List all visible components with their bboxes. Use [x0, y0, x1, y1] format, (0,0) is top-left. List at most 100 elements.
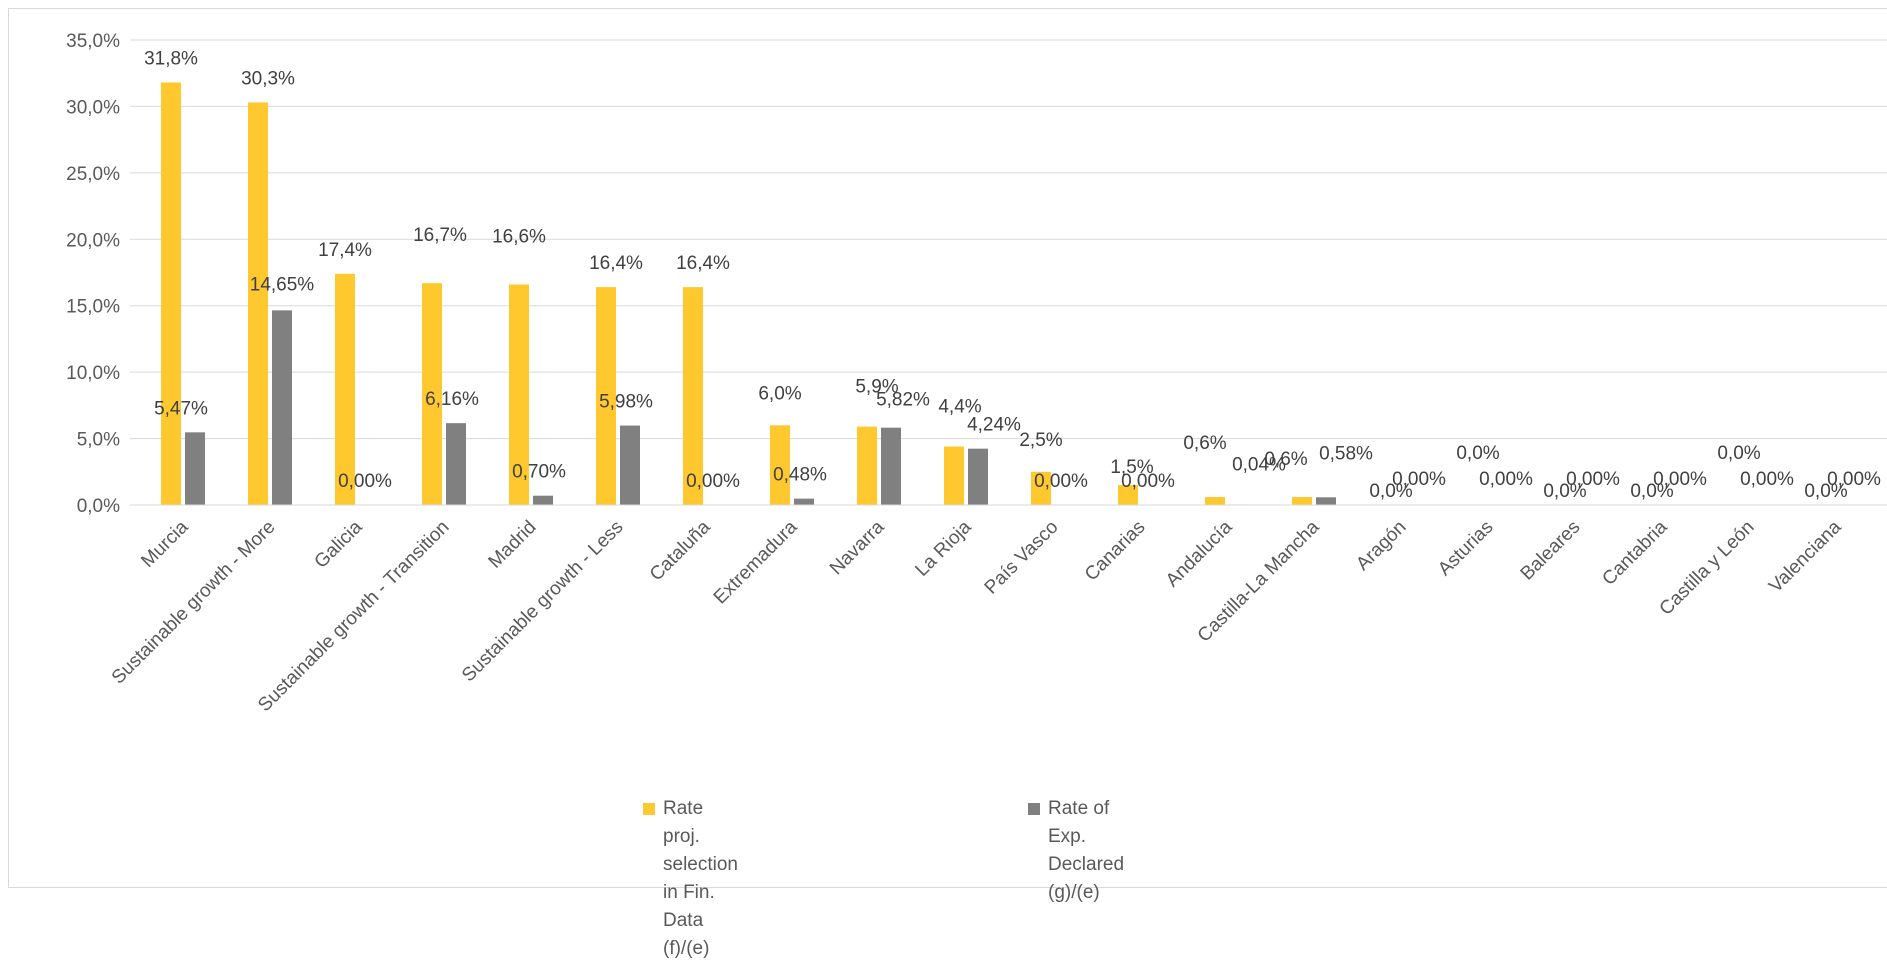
data-label-declared: 0,58% [1319, 443, 1373, 464]
data-label-declared: 4,24% [967, 415, 1021, 436]
y-tick-label: 35,0% [66, 31, 120, 52]
bar-rate-selection [335, 273, 355, 505]
chart-svg: 0,0% 5,0% 10,0% 15,0% 20,0% 25,0% 30,0% 35,0% 31… [66, 31, 1887, 716]
category-label: Extremadura [710, 516, 802, 608]
category-label: Madrid [485, 517, 541, 573]
bar-rate-declared [446, 423, 466, 505]
legend-label-selection-line2: (f)/(e) [663, 938, 710, 959]
data-label-selection: 0,0% [1804, 481, 1847, 502]
data-label-declared: 14,65% [250, 274, 315, 295]
category-label: Galicia [311, 516, 367, 572]
y-tick-label: 20,0% [66, 230, 120, 251]
category-label: Sustainable growth - Less [458, 517, 627, 686]
data-label-declared: 0,00% [686, 471, 740, 492]
bar-rate-selection [596, 287, 616, 505]
category-label: Sustainable growth - Transition [254, 517, 453, 716]
data-label-declared: 0,00% [1566, 469, 1620, 490]
bar-rate-selection [683, 287, 703, 505]
legend-item-selection: Rate proj. selection in Fin. Data (f)/(e… [643, 795, 738, 963]
data-label-declared: 5,82% [876, 390, 930, 411]
category-label: Aragón [1352, 517, 1410, 575]
data-label-selection: 5,9% [855, 377, 898, 398]
data-label-selection: 0,0% [1630, 481, 1673, 502]
data-label-selection: 0,0% [1456, 443, 1499, 464]
data-label-declared: 0,00% [1034, 471, 1088, 492]
data-label-declared: 6,16% [425, 389, 479, 410]
y-tick-label: 25,0% [66, 164, 120, 185]
bar-rate-selection [770, 425, 790, 505]
category-label: Sustainable growth - More [108, 517, 280, 689]
data-label-selection: 30,3% [241, 68, 295, 89]
legend-swatch-declared [1028, 803, 1040, 815]
category-label: Navarra [826, 516, 889, 579]
data-label-selection: 4,4% [938, 397, 981, 418]
data-label-selection: 6,0% [758, 383, 801, 404]
category-label: Andalucía [1162, 516, 1237, 591]
category-label: Baleares [1517, 517, 1585, 585]
legend-label-declared-line1: Rate of Exp. Declared [1048, 798, 1125, 875]
bar-rate-selection [248, 102, 268, 505]
bar-rate-selection [857, 426, 877, 505]
data-label-selection: 16,4% [676, 253, 730, 274]
category-label: Asturias [1434, 517, 1497, 580]
category-label: País Vasco [981, 517, 1063, 599]
bar-rate-selection [161, 82, 181, 505]
y-tick-label: 15,0% [66, 297, 120, 318]
legend-swatch-selection [643, 803, 655, 815]
bar-rate-declared [185, 432, 205, 505]
y-tick-label: 30,0% [66, 97, 120, 118]
bar-rate-declared [272, 310, 292, 505]
data-label-selection: 0,0% [1543, 481, 1586, 502]
bar-rate-declared [881, 427, 901, 505]
data-label-selection: 16,4% [589, 253, 643, 274]
legend-label-declared-line2: (g)/(e) [1048, 882, 1100, 903]
data-label-declared: 0,00% [1121, 471, 1175, 492]
bar-rate-selection [422, 283, 442, 505]
data-label-declared: 0,00% [1653, 469, 1707, 490]
legend-item-declared: Rate of Exp. Declared (g)/(e) [1028, 795, 1124, 907]
y-tick-label: 0,0% [77, 496, 120, 517]
data-label-selection: 1,5% [1110, 457, 1153, 478]
data-label-selection: 16,7% [413, 225, 467, 246]
category-label: La Rioja [911, 516, 975, 580]
legend-label-selection: Rate proj. selection in Fin. Data (f)/(e… [663, 795, 738, 963]
bar-rate-declared [620, 425, 640, 505]
data-label-declared: 0,00% [1740, 469, 1794, 490]
bar-rate-selection [1031, 471, 1051, 505]
data-label-declared: 5,47% [154, 398, 208, 419]
category-label: Castilla y León [1656, 517, 1759, 620]
data-label-selection: 16,6% [492, 226, 546, 247]
bar-rate-selection [1292, 497, 1312, 505]
data-label-declared: 0,00% [338, 471, 392, 492]
data-label-declared: 0,00% [1479, 469, 1533, 490]
bar-rate-selection [944, 446, 964, 505]
category-label: Murcia [137, 516, 192, 571]
bar-rate-declared [794, 498, 814, 505]
y-tick-label: 10,0% [66, 363, 120, 384]
bar-rate-selection [509, 284, 529, 505]
data-label-declared: 0,70% [512, 462, 566, 483]
y-tick-label: 5,0% [77, 430, 120, 451]
data-label-declared: 0,00% [1827, 469, 1881, 490]
bar-rate-selection [1118, 485, 1138, 505]
category-label: Cantabria [1598, 516, 1671, 589]
bar-rate-selection [1205, 497, 1225, 505]
data-label-declared: 0,04% [1232, 454, 1286, 475]
data-label-selection: 0,0% [1717, 443, 1760, 464]
legend-label-selection-line1: Rate proj. selection in Fin. Data [663, 798, 738, 931]
data-label-declared: 5,98% [599, 392, 653, 413]
category-label: Canarias [1081, 517, 1150, 586]
category-label: Valenciana [1765, 516, 1846, 597]
data-label-selection: 0,6% [1264, 449, 1307, 470]
bar-rate-declared [1316, 497, 1336, 505]
category-label: Cataluña [646, 516, 715, 585]
data-label-selection: 2,5% [1019, 430, 1062, 451]
legend-label-declared: Rate of Exp. Declared (g)/(e) [1048, 795, 1124, 907]
bar-rate-declared [968, 448, 988, 505]
data-label-selection: 17,4% [318, 240, 372, 261]
bar-rate-declared [533, 495, 553, 505]
data-label-declared: 0,48% [773, 465, 827, 486]
data-label-selection: 0,0% [1369, 481, 1412, 502]
data-label-declared: 0,00% [1392, 469, 1446, 490]
data-label-selection: 31,8% [144, 49, 198, 70]
